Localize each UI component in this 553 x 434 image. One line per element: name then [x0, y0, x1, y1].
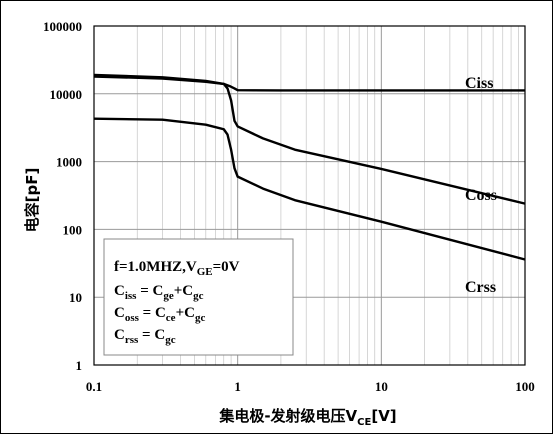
- legend-line: Crss = Cgc: [114, 327, 176, 346]
- y-tick-label: 1000: [56, 155, 82, 170]
- legend-box: [103, 238, 294, 356]
- x-tick-labels: 0.1 1 10 100: [86, 379, 535, 394]
- series-label-coss: Coss: [465, 187, 497, 204]
- legend-line: Coss = Cce+Cgc: [114, 305, 205, 324]
- y-tick-labels: 1 10 100 1000 10000 100000: [43, 19, 82, 373]
- y-tick-label: 1: [76, 358, 83, 373]
- series-line-crss: [93, 117, 526, 261]
- series-label-ciss: Ciss: [465, 75, 493, 92]
- plot-border: [93, 25, 526, 366]
- legend-line: f=1.0MHZ,VGE=0V: [114, 259, 240, 278]
- x-tick-label: 0.1: [86, 379, 102, 394]
- legend: f=1.0MHZ,VGE=0V Ciss = Cge+Cgc Coss = Cce+…: [114, 259, 240, 346]
- x-tick-label: 100: [515, 379, 535, 394]
- x-tick-label: 1: [234, 379, 241, 394]
- y-tick-label: 10: [69, 290, 82, 305]
- y-tick-label: 100: [63, 222, 83, 237]
- x-axis-title: 集电极-发射级电压VCE[V]: [218, 407, 396, 428]
- y-tick-label: 10000: [50, 87, 83, 102]
- series-label-crss: Crss: [465, 279, 496, 296]
- y-tick-label: 100000: [43, 19, 82, 34]
- legend-line: Ciss = Cge+Cgc: [114, 283, 204, 302]
- series-labels: Ciss Coss Crss: [465, 75, 497, 296]
- series-lines: [93, 73, 526, 261]
- x-tick-label: 10: [375, 379, 388, 394]
- y-axis-title: 电容[pF]: [23, 168, 41, 233]
- series-line-coss: [93, 75, 526, 205]
